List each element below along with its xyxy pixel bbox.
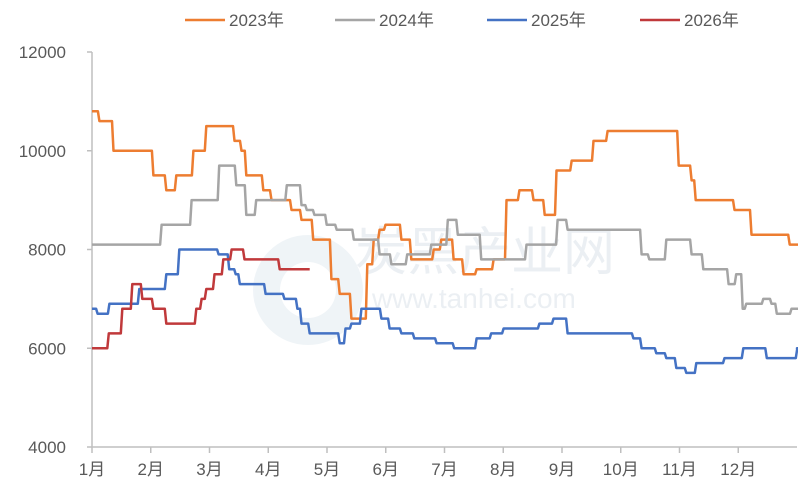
x-tick-label: 7月: [431, 460, 457, 479]
x-tick-label: 4月: [255, 460, 281, 479]
series-line-2023年: [92, 110, 798, 320]
x-tick-label: 2月: [138, 460, 164, 479]
watermark-name: 炭黑产业网: [355, 224, 615, 282]
y-tick-label: 8000: [28, 241, 66, 260]
y-tick-label: 10000: [19, 142, 66, 161]
x-tick-label: 11月: [662, 460, 697, 479]
series-line-2024年: [92, 164, 798, 315]
series-line-2026年: [92, 248, 310, 350]
x-tick-label: 9月: [549, 460, 575, 479]
y-tick-label: 6000: [28, 339, 66, 358]
y-tick-label: 4000: [28, 438, 66, 457]
x-tick-label: 3月: [196, 460, 222, 479]
y-tick-label: 12000: [19, 43, 66, 62]
legend-label: 2025年: [531, 11, 586, 30]
legend-label: 2024年: [379, 11, 434, 30]
x-tick-label: 6月: [373, 460, 399, 479]
watermark-logo-inner: [280, 262, 336, 318]
watermark: 炭黑产业网 www.tanhei.com: [253, 224, 615, 345]
x-tick-label: 12月: [720, 460, 756, 479]
legend: 2023年 2024年 2025年 2026年: [185, 11, 739, 30]
legend-label: 2026年: [684, 11, 739, 30]
watermark-url: www.tanhei.com: [371, 283, 576, 314]
x-tick-label: 1月: [79, 460, 105, 479]
x-tick-label: 10月: [603, 460, 639, 479]
legend-label: 2023年: [229, 11, 284, 30]
axes: 4000 6000 8000 10000 12000 1月 2月 3月 4月 5月 6月 7月 8月 9月…: [19, 43, 797, 479]
series-line-2025年: [92, 248, 798, 375]
x-tick-label: 5月: [314, 460, 340, 479]
series-lines: [92, 110, 798, 375]
x-tick-label: 8月: [490, 460, 516, 479]
